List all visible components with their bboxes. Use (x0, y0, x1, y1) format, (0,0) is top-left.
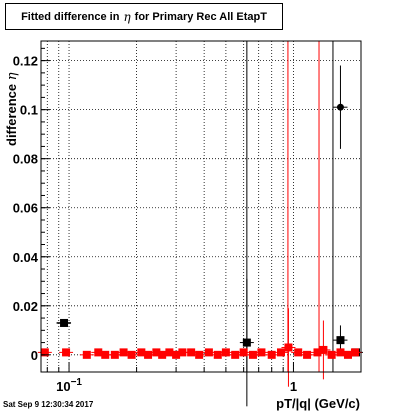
data-point (152, 348, 161, 357)
data-point (213, 350, 222, 359)
data-point (336, 103, 344, 111)
y-tick-label: 0.06 (13, 201, 38, 216)
y-axis-label: difference η (4, 72, 20, 146)
data-point (110, 350, 119, 359)
data-point (172, 350, 181, 359)
y-axis-label-eta-symbol: η (5, 72, 20, 81)
data-point (94, 348, 103, 357)
data-point (257, 348, 266, 357)
data-point (267, 350, 276, 359)
plot-frame (40, 40, 362, 373)
data-point (40, 348, 49, 357)
data-point (284, 343, 293, 352)
data-point (221, 348, 230, 357)
data-point (62, 348, 71, 357)
data-point (350, 348, 359, 357)
chart-title: Fitted difference in η for Primary Rec A… (5, 3, 283, 30)
data-point (231, 350, 240, 359)
timestamp: Sat Sep 9 12:30:34 2017 (3, 400, 94, 409)
data-point (144, 350, 153, 359)
y-tick-label: 0.12 (13, 54, 38, 69)
data-point (343, 350, 352, 359)
title-eta-symbol: η (123, 9, 131, 24)
data-point (294, 348, 303, 357)
title-prefix: Fitted difference in (21, 10, 120, 23)
y-tick-label: 0.02 (13, 299, 38, 314)
y-tick-label: 0.1 (20, 103, 38, 118)
data-point (303, 350, 312, 359)
data-point (187, 348, 196, 357)
data-point (165, 348, 174, 357)
plot-background (41, 41, 361, 372)
data-point (82, 350, 91, 359)
data-point (119, 348, 128, 357)
data-point (319, 345, 328, 354)
data-point (101, 350, 110, 359)
data-point (158, 350, 167, 359)
data-point (178, 348, 187, 357)
x-axis-label: pT/|q| (GeV/c) (276, 396, 360, 411)
y-axis-label-text: difference (4, 83, 19, 146)
x-tick-label: 1 (290, 379, 297, 394)
y-tick-label: 0.08 (13, 152, 38, 167)
data-point (137, 348, 146, 357)
data-point (313, 348, 322, 357)
data-point (60, 318, 69, 327)
data-point (276, 348, 285, 357)
data-point (336, 348, 345, 357)
data-point (127, 350, 136, 359)
y-tick-label: 0.04 (13, 250, 39, 265)
data-point (239, 348, 248, 357)
data-point (327, 350, 336, 359)
y-tick-label: 0 (31, 348, 38, 363)
data-point (248, 350, 257, 359)
data-point (195, 350, 204, 359)
title-suffix: for Primary Rec All EtapT (134, 10, 267, 23)
x-tick-label: 10−1 (56, 377, 82, 394)
data-point (336, 336, 345, 345)
data-point (242, 338, 251, 347)
data-point (204, 348, 213, 357)
